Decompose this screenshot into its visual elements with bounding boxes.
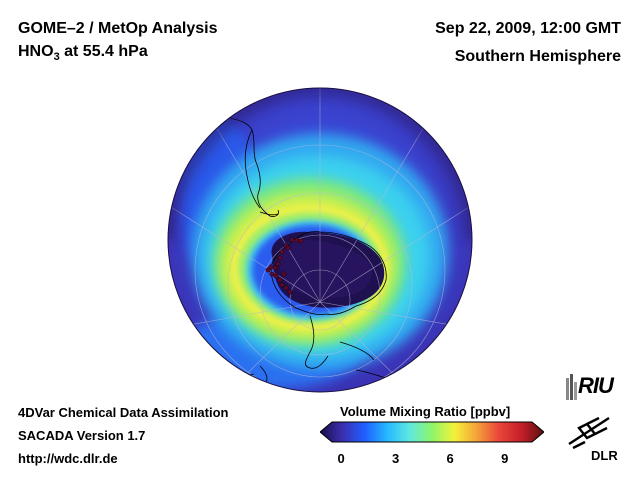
colorbar xyxy=(320,421,544,443)
colorbar-title: Volume Mixing Ratio [ppbv] xyxy=(340,404,511,419)
globe-field xyxy=(168,88,472,392)
dlr-logo-icon xyxy=(568,416,610,450)
species-name: HNO xyxy=(18,43,54,60)
colorbar-tick-label: 0 xyxy=(337,451,345,466)
hno3-polar-map xyxy=(167,87,473,393)
colorbar-tick-label: 3 xyxy=(392,451,400,466)
species-subscript: 3 xyxy=(53,51,60,64)
colorbar-tick-label: 6 xyxy=(446,451,454,466)
species-level: at 55.4 hPa xyxy=(59,43,148,60)
observation-markers xyxy=(265,237,304,295)
footer-line1: 4DVar Chemical Data Assimilation xyxy=(18,405,229,420)
dlr-logo-text: DLR xyxy=(591,448,618,463)
region-label: Southern Hemisphere xyxy=(454,48,621,65)
datetime-label: Sep 22, 2009, 12:00 GMT xyxy=(435,20,621,37)
footer-url[interactable]: http://wdc.dlr.de xyxy=(18,451,118,466)
colorbar-body xyxy=(320,421,544,443)
colorbar-tick-label: 9 xyxy=(501,451,509,466)
species-label: HNO3 at 55.4 hPa xyxy=(18,43,148,63)
title-line1: GOME–2 / MetOp Analysis xyxy=(18,20,218,37)
riu-logo-icon xyxy=(566,374,577,400)
riu-logo-text: RIU xyxy=(578,373,614,398)
footer-line2: SACADA Version 1.7 xyxy=(18,428,146,443)
